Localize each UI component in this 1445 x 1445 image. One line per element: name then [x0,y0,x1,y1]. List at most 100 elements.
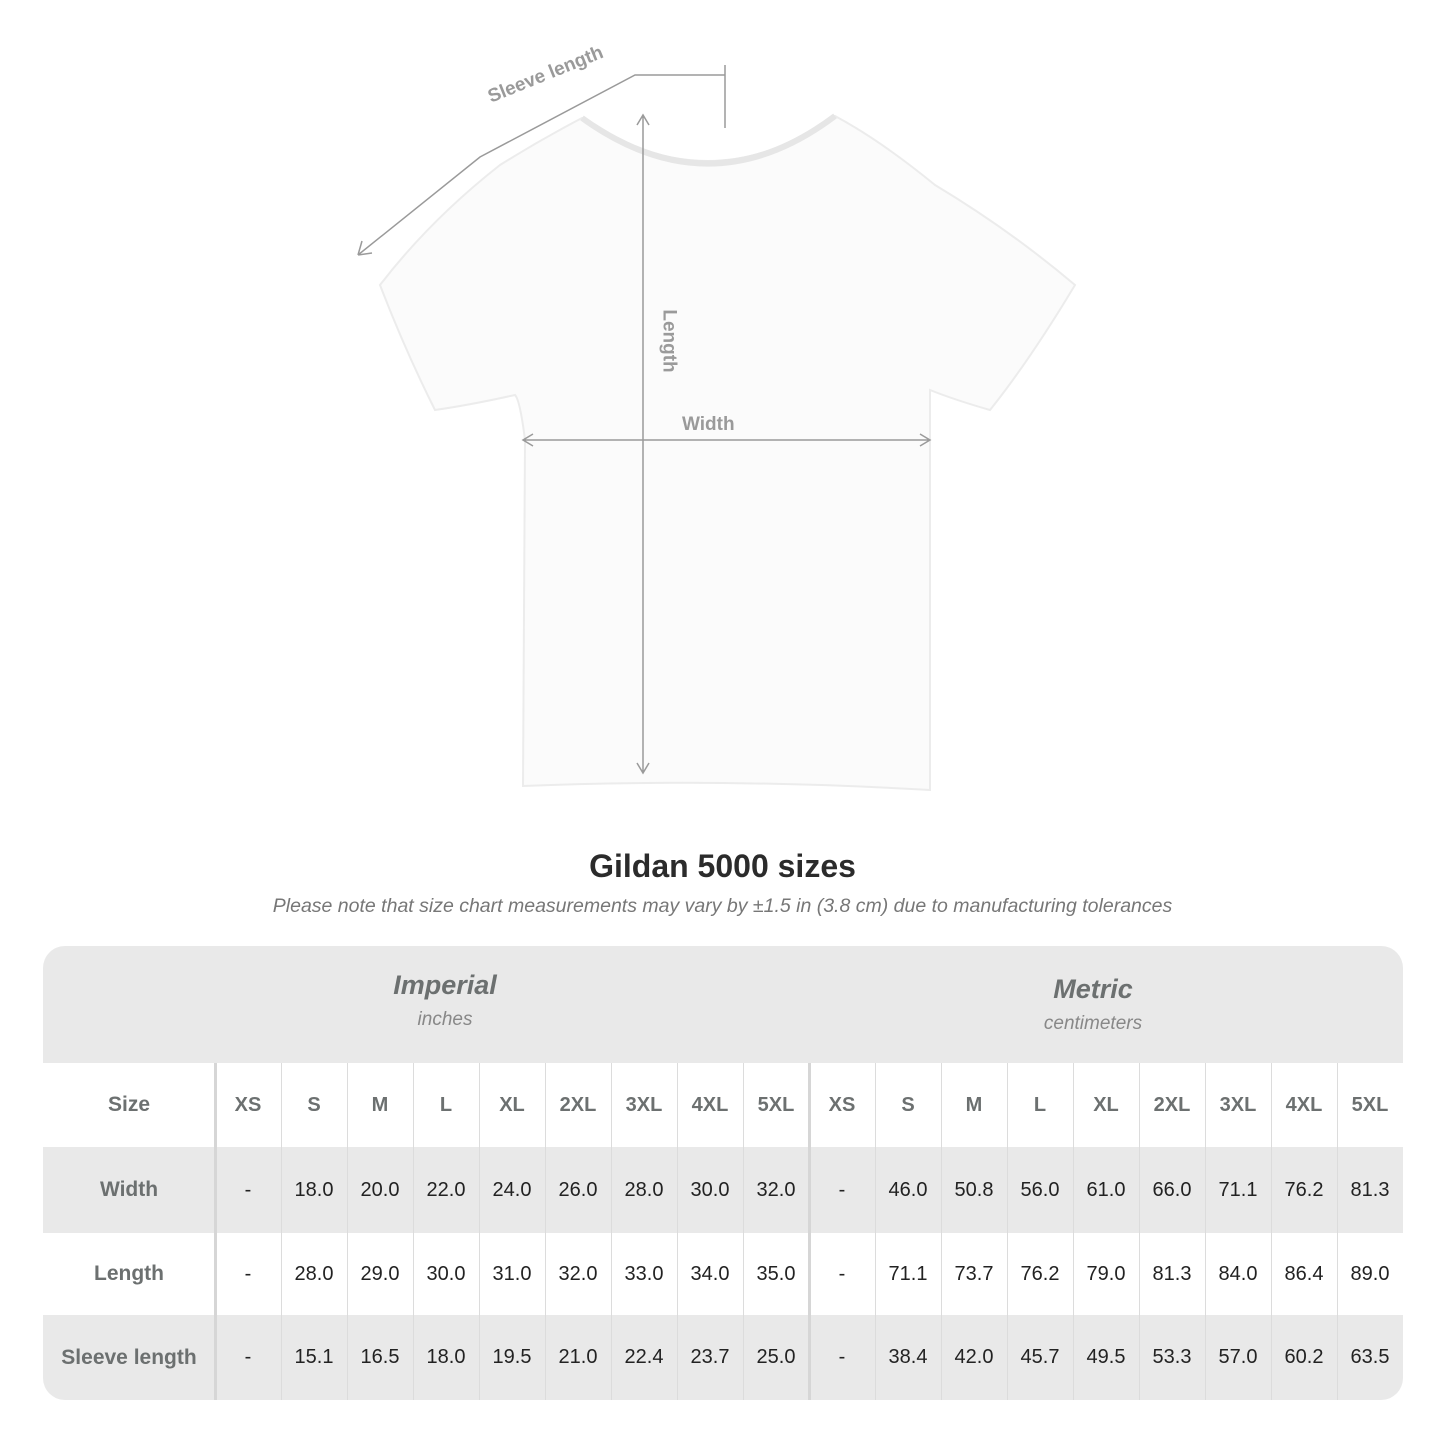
sleeve-measure-line [357,65,726,256]
metric-value-cell: 57.0 [1218,1346,1258,1368]
imperial-value-cell: - [244,1262,252,1285]
row-label: Length [94,1262,164,1285]
imperial-value-cell: 20.0 [360,1178,400,1201]
metric-header: Metric centimeters [893,974,1293,1035]
imperial-value-cell: 35.0 [756,1262,796,1285]
imperial-value-cell: 15.1 [294,1346,334,1368]
imperial-value-cell: - [244,1346,252,1368]
metric-size-2xl: 2XL [1153,1093,1191,1116]
size-header: Size [107,1093,151,1116]
column-divider [347,1063,348,1400]
column-divider [1271,1063,1272,1400]
imperial-value-cell: 32.0 [558,1262,598,1285]
metric-unit: centimeters [1043,1013,1143,1034]
imperial-value-cell: 34.0 [690,1262,730,1285]
imperial-header: Imperial inches [245,970,645,1031]
column-divider [1007,1063,1008,1400]
metric-value-cell: 38.4 [888,1346,928,1368]
metric-size-l: L [1033,1093,1047,1116]
metric-value-cell: 76.2 [1020,1262,1060,1285]
width-arrow [521,433,932,447]
column-divider [808,1063,811,1400]
column-divider [1205,1063,1206,1400]
metric-value-cell: 50.8 [954,1178,994,1201]
metric-title: Metric [1053,974,1133,1004]
metric-value-cell: - [838,1178,846,1201]
metric-value-cell: 79.0 [1086,1262,1126,1285]
metric-value-cell: 53.3 [1152,1346,1192,1368]
metric-value-cell: - [838,1346,846,1368]
column-divider [1337,1063,1338,1400]
imperial-value-cell: 22.4 [624,1346,664,1368]
row-label: Sleeve length [61,1345,197,1369]
imperial-value-cell: 30.0 [690,1178,730,1201]
column-divider [875,1063,876,1400]
imperial-value-cell: 31.0 [492,1262,532,1285]
metric-value-cell: 84.0 [1218,1262,1258,1285]
metric-value-cell: 60.2 [1284,1346,1324,1368]
width-label: Width [682,414,735,435]
imperial-value-cell: 33.0 [624,1262,664,1285]
imperial-value-cell: 16.5 [360,1346,400,1368]
imperial-size-m: M [371,1093,389,1116]
metric-value-cell: 66.0 [1152,1178,1192,1201]
imperial-value-cell: 25.0 [756,1346,796,1368]
imperial-title: Imperial [393,970,497,1000]
metric-value-cell: 86.4 [1284,1262,1324,1285]
imperial-value-cell: 28.0 [624,1178,664,1201]
metric-value-cell: 81.3 [1350,1178,1390,1201]
column-divider [677,1063,678,1400]
imperial-size-5xl: 5XL [757,1093,795,1116]
imperial-size-xs: XS [234,1093,262,1116]
imperial-value-cell: 23.7 [690,1346,730,1368]
length-arrow [636,113,650,775]
imperial-size-l: L [439,1093,453,1116]
length-label: Length [658,309,680,373]
imperial-value-cell: 28.0 [294,1262,334,1285]
imperial-value-cell: - [244,1178,252,1201]
row-label: Width [99,1178,159,1201]
tolerance-note: Please note that size chart measurements… [272,895,1173,917]
imperial-size-2xl: 2XL [559,1093,597,1116]
column-divider [545,1063,546,1400]
metric-value-cell: 63.5 [1350,1346,1390,1368]
metric-size-xs: XS [828,1093,856,1116]
row-band-sleeve [43,1315,1403,1400]
metric-size-5xl: 5XL [1351,1093,1389,1116]
metric-value-cell: 76.2 [1284,1178,1324,1201]
metric-value-cell: 45.7 [1020,1346,1060,1368]
metric-size-3xl: 3XL [1219,1093,1257,1116]
metric-value-cell: 73.7 [954,1262,994,1285]
imperial-size-s: S [307,1093,321,1116]
metric-size-m: M [965,1093,983,1116]
metric-value-cell: 89.0 [1350,1262,1390,1285]
tshirt-collar [580,113,837,167]
imperial-size-4xl: 4XL [691,1093,729,1116]
imperial-value-cell: 19.5 [492,1346,532,1368]
imperial-value-cell: 24.0 [492,1178,532,1201]
imperial-value-cell: 29.0 [360,1262,400,1285]
column-divider [214,1063,217,1400]
metric-value-cell: 56.0 [1020,1178,1060,1201]
metric-value-cell: 61.0 [1086,1178,1126,1201]
imperial-value-cell: 18.0 [426,1346,466,1368]
tshirt-diagram [357,65,1077,792]
imperial-value-cell: 18.0 [294,1178,334,1201]
imperial-value-cell: 21.0 [558,1346,598,1368]
metric-value-cell: 71.1 [1218,1178,1258,1201]
column-divider [413,1063,414,1400]
imperial-value-cell: 22.0 [426,1178,466,1201]
column-divider [941,1063,942,1400]
imperial-size-3xl: 3XL [625,1093,663,1116]
metric-size-xl: XL [1093,1093,1119,1116]
tshirt-body [378,114,1077,792]
metric-value-cell: 71.1 [888,1262,928,1285]
column-divider [1073,1063,1074,1400]
metric-value-cell: 46.0 [888,1178,928,1201]
row-band-width [43,1147,1403,1233]
chart-title: Gildan 5000 sizes [589,848,856,884]
metric-value-cell: 42.0 [954,1346,994,1368]
metric-size-4xl: 4XL [1285,1093,1323,1116]
imperial-size-xl: XL [499,1093,525,1116]
column-divider [611,1063,612,1400]
